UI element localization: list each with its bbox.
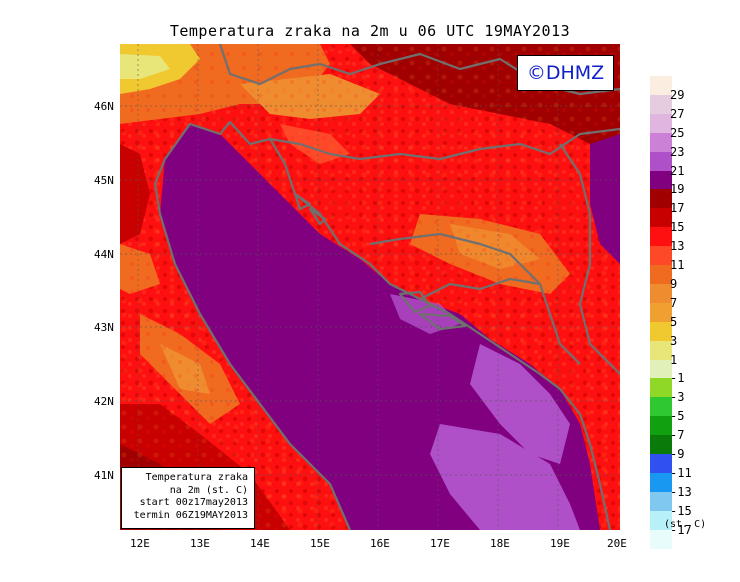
legend-label: 5	[670, 314, 678, 329]
legend-swatch	[650, 510, 672, 531]
lat-tick-43n: 43N	[94, 321, 114, 334]
legend-swatch	[650, 246, 672, 266]
legend-label: 15	[670, 220, 685, 235]
info-line-start: start 00z17may2013	[139, 497, 248, 508]
legend-units: (st. C)	[664, 519, 707, 530]
lat-tick-41n: 41N	[94, 469, 114, 482]
legend-swatch	[650, 189, 672, 209]
legend-label: 1	[670, 352, 678, 367]
map-title: Temperatura zraka na 2m u 06 UTC 19MAY20…	[169, 22, 571, 40]
legend-label: -9	[670, 447, 685, 461]
legend-swatch	[650, 283, 672, 304]
legend-label: -11	[670, 465, 692, 480]
temperature-map	[120, 44, 620, 530]
legend-label: 21	[670, 163, 685, 178]
legend-swatch	[650, 227, 672, 247]
info-line-units: na 2m (st. C)	[169, 484, 248, 496]
legend-swatch	[650, 416, 672, 436]
legend-swatch	[650, 529, 672, 549]
legend-label: 19	[670, 182, 685, 197]
legend-label: 3	[670, 333, 678, 348]
legend-swatch	[650, 491, 672, 512]
legend-swatch	[650, 132, 672, 153]
legend-label: -15	[670, 503, 692, 518]
lon-tick-18e: 18E	[490, 537, 510, 550]
legend-swatch	[650, 454, 672, 474]
lon-tick-15e: 15E	[310, 537, 330, 550]
legend-label: 27	[670, 106, 685, 121]
info-line-variable: Temperatura zraka	[145, 472, 248, 483]
legend-swatch	[650, 265, 672, 285]
lon-tick-14e: 14E	[250, 537, 270, 550]
tyrrhenian-sea	[120, 144, 150, 244]
lat-tick-46n: 46N	[94, 100, 114, 113]
lon-tick-16e: 16E	[370, 537, 390, 550]
legend-swatch	[650, 359, 672, 379]
legend-label: -7	[670, 428, 685, 443]
legend-label: 13	[670, 239, 685, 254]
legend-swatch	[650, 340, 672, 360]
lat-tick-45n: 45N	[94, 174, 114, 187]
legend-label: 7	[670, 295, 678, 310]
info-box: Temperatura zraka na 2m (st. C) start 00…	[121, 467, 255, 529]
copyright-badge: ©DHMZ	[517, 55, 614, 91]
legend-swatch	[650, 113, 672, 134]
legend-swatch	[650, 435, 672, 455]
legend-label: -5	[670, 409, 685, 424]
legend-label: 23	[670, 144, 685, 159]
lon-tick-20e: 20E	[607, 537, 627, 550]
legend-label: -3	[670, 390, 685, 405]
graticule	[120, 44, 620, 530]
legend-label: 11	[670, 258, 685, 272]
legend-swatch	[650, 378, 672, 398]
lat-tick-42n: 42N	[94, 395, 114, 408]
legend-label: -13	[670, 484, 692, 499]
lon-tick-17e: 17E	[430, 537, 450, 550]
legend-swatch	[650, 397, 672, 417]
legend-label: -17	[670, 522, 692, 537]
legend-swatch	[650, 321, 672, 342]
legend-label: 29	[670, 87, 685, 102]
lat-tick-44n: 44N	[94, 248, 114, 261]
legend-label: 9	[670, 276, 678, 291]
legend-swatch	[650, 94, 672, 115]
legend-swatch	[650, 302, 672, 323]
info-line-termin: termin 06Z19MAY2013	[133, 509, 248, 521]
legend-label: 25	[670, 125, 685, 140]
lon-tick-19e: 19E	[550, 537, 570, 550]
legend-label: 17	[670, 201, 685, 216]
legend-swatch	[650, 76, 672, 96]
legend-swatch	[650, 151, 672, 171]
legend-label: -1	[670, 371, 685, 386]
legend-swatch	[650, 208, 672, 228]
legend-swatch	[650, 472, 672, 493]
lon-tick-13e: 13E	[190, 537, 210, 550]
legend-swatch	[650, 170, 672, 190]
lon-tick-12e: 12E	[130, 537, 150, 550]
